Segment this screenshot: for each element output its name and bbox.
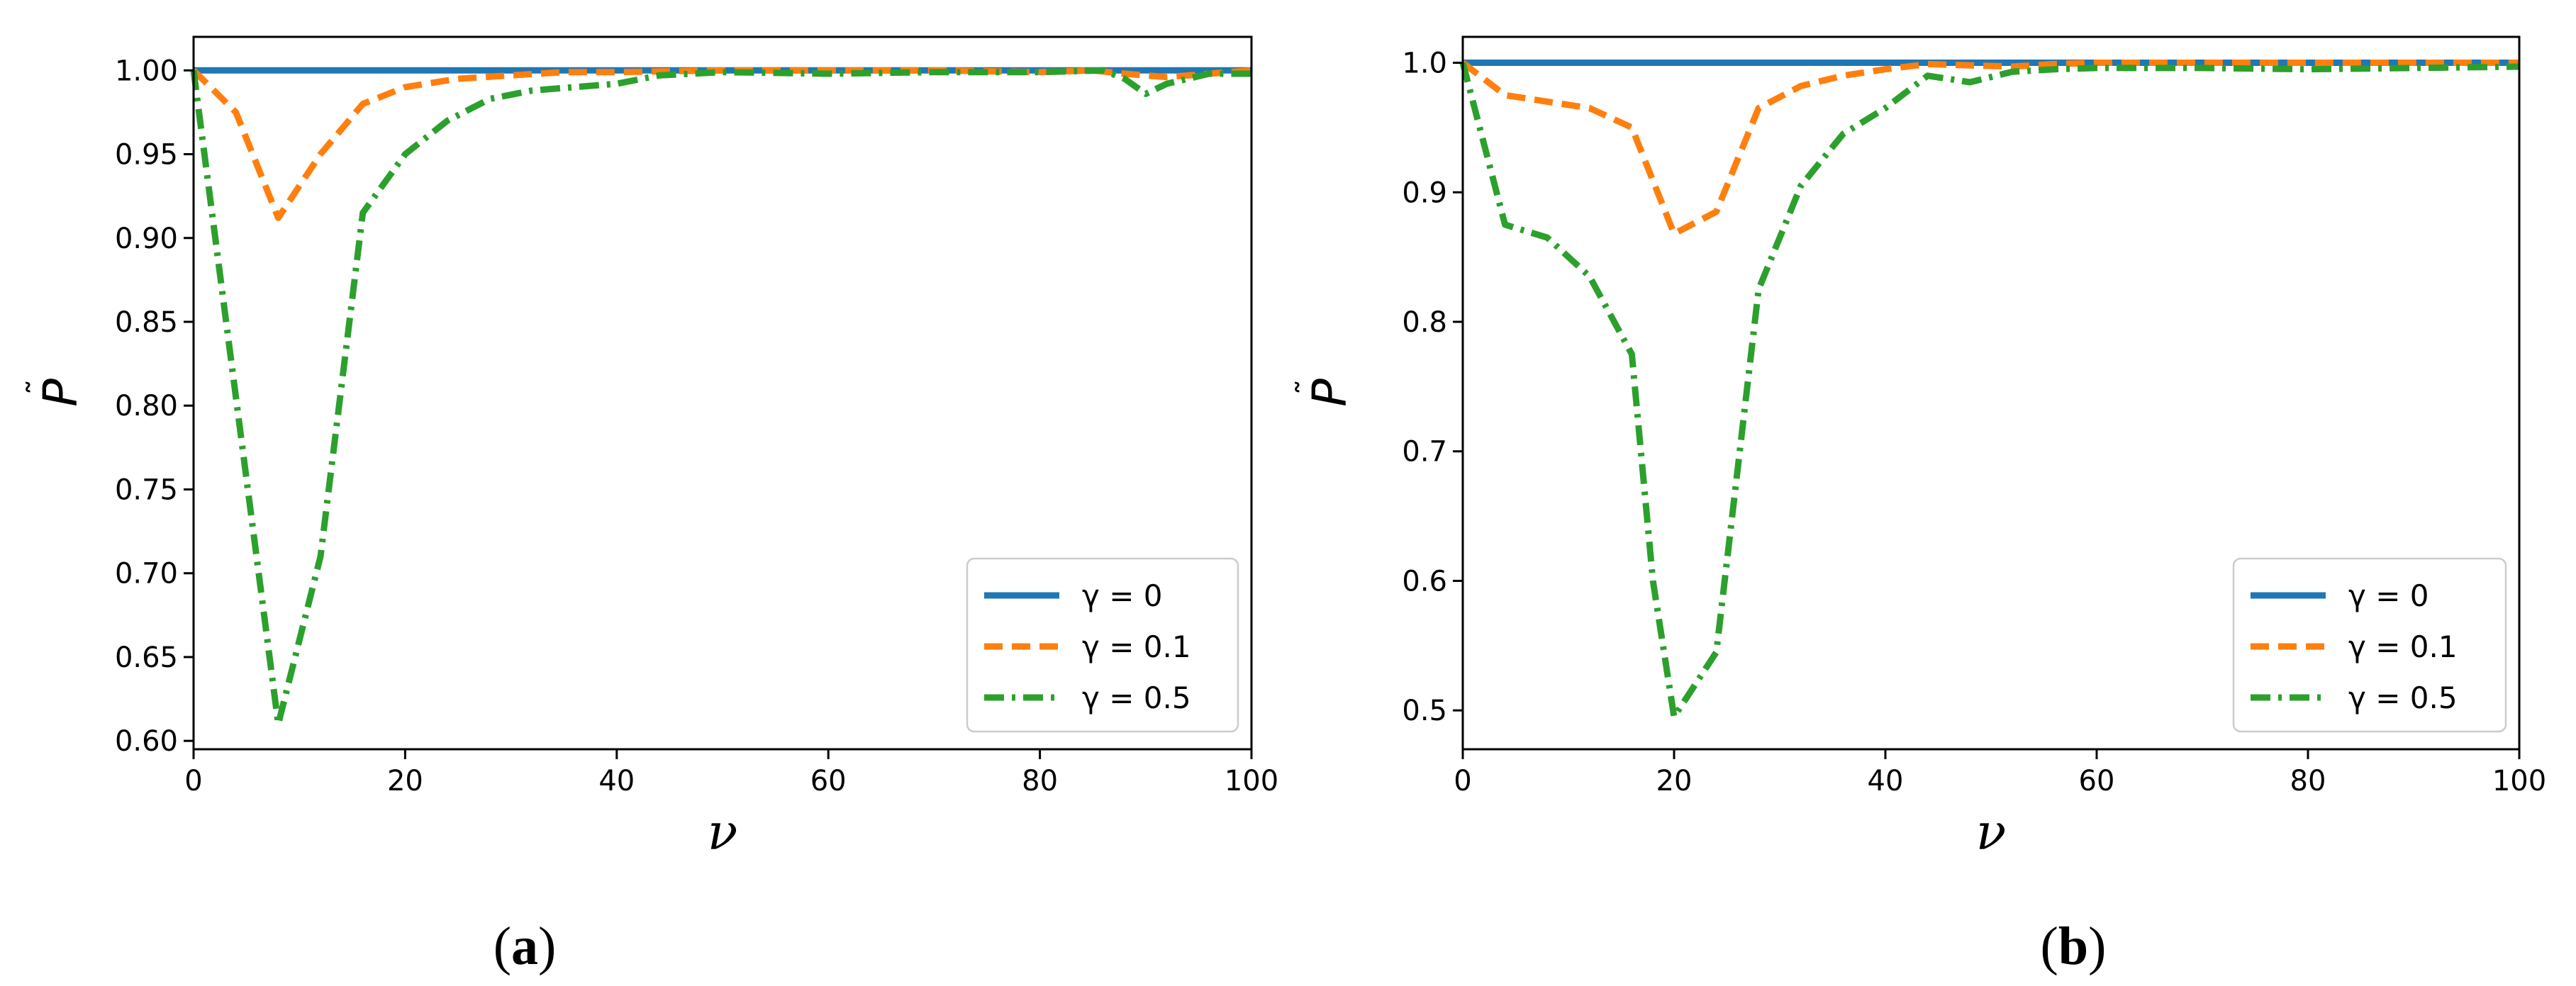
chart-panel-b: 0 20 40 60 80 100 0.5 0.6 0.7 0.8 0.9 1.0 ν P ˜ γ …: [1290, 35, 2546, 976]
legend-box: [2232, 557, 2507, 733]
legend-label: γ = 0: [1082, 578, 1162, 613]
legend-label: γ = 0.1: [2348, 629, 2458, 664]
y-axis-label-group: P ˜: [21, 379, 88, 407]
legend-label: γ = 0.1: [1082, 629, 1191, 664]
x-tick-label: 20: [1656, 765, 1693, 797]
x-tick-label: 40: [1868, 765, 1904, 797]
x-tick-label: 80: [1022, 765, 1058, 797]
series-line-gamma-0-5: [190, 67, 1251, 727]
x-tick-label: 80: [2290, 765, 2326, 797]
x-axis-label: ν: [708, 803, 738, 861]
y-tick-label: 1.0: [1402, 47, 1447, 80]
panel-letter-a: a: [511, 917, 538, 976]
legend: γ = 0 γ = 0.1 γ = 0.5: [966, 557, 1239, 733]
x-tick-label: 0: [1454, 765, 1471, 797]
x-tick-label: 0: [184, 765, 202, 797]
y-tick-label: 0.70: [115, 558, 178, 590]
legend-entries: γ = 0 γ = 0.1 γ = 0.5: [2251, 578, 2458, 715]
x-tick-label: 40: [598, 765, 635, 797]
y-tick-label: 0.6: [1402, 565, 1447, 598]
y-axis-label-group: P ˜: [1290, 379, 1357, 407]
tilde-accent: ˜: [21, 379, 59, 396]
panel-caption-b: (b): [2041, 917, 2107, 976]
y-tick-label: 0.60: [115, 725, 178, 758]
x-tick-label: 100: [2492, 765, 2546, 797]
x-tick-label: 20: [387, 765, 423, 797]
panel-letter-b: b: [2058, 917, 2088, 976]
y-tick-label: 0.75: [115, 474, 178, 506]
y-tick-label: 0.9: [1402, 177, 1447, 209]
y-axis-ticks: 0.60 0.65 0.70 0.75 0.80 0.85 0.90 0.95 1.00: [115, 55, 194, 758]
y-tick-label: 1.00: [115, 55, 178, 87]
series-line-gamma-0-1: [1461, 60, 2519, 237]
plot-frame: [1461, 35, 2521, 751]
y-tick-label: 0.65: [115, 642, 178, 674]
legend-box: [966, 557, 1239, 733]
y-tick-label: 0.5: [1402, 695, 1447, 727]
y-tick-label: 0.95: [115, 139, 178, 172]
series-line-gamma-0-5: [1459, 62, 2520, 720]
legend-entries: γ = 0 γ = 0.1 γ = 0.5: [984, 578, 1191, 715]
x-tick-label: 60: [810, 765, 847, 797]
tilde-accent: ˜: [1290, 379, 1328, 396]
x-axis-label: ν: [1976, 803, 2007, 861]
series-line-gamma-0-1: [191, 67, 1252, 221]
legend: γ = 0 γ = 0.1 γ = 0.5: [2232, 557, 2507, 733]
x-tick-label: 100: [1225, 765, 1278, 797]
chart-panel-a: 0 20 40 60 80 100 0.60 0.65 0.70 0.75 0.80 0.85 0.9…: [21, 35, 1278, 976]
y-tick-label: 0.85: [115, 306, 178, 339]
y-tick-label: 0.90: [115, 223, 178, 255]
legend-label: γ = 0.5: [1082, 680, 1191, 715]
legend-label: γ = 0: [2348, 578, 2429, 613]
series-layer: [190, 67, 1252, 727]
panel-caption-a: (a): [494, 917, 557, 976]
y-tick-label: 0.7: [1402, 436, 1447, 469]
plot-frame: [192, 35, 1253, 751]
legend-label: γ = 0.5: [2348, 680, 2458, 715]
y-tick-label: 0.8: [1402, 306, 1447, 339]
x-axis-ticks: 0 20 40 60 80 100: [1454, 749, 2546, 797]
x-axis-ticks: 0 20 40 60 80 100: [184, 749, 1278, 797]
series-layer: [1459, 60, 2520, 720]
y-axis-label: P: [1303, 379, 1357, 407]
y-axis-ticks: 0.5 0.6 0.7 0.8 0.9 1.0: [1402, 47, 1463, 727]
y-tick-label: 0.80: [115, 390, 178, 422]
x-tick-label: 60: [2079, 765, 2115, 797]
y-axis-label: P: [33, 379, 88, 407]
